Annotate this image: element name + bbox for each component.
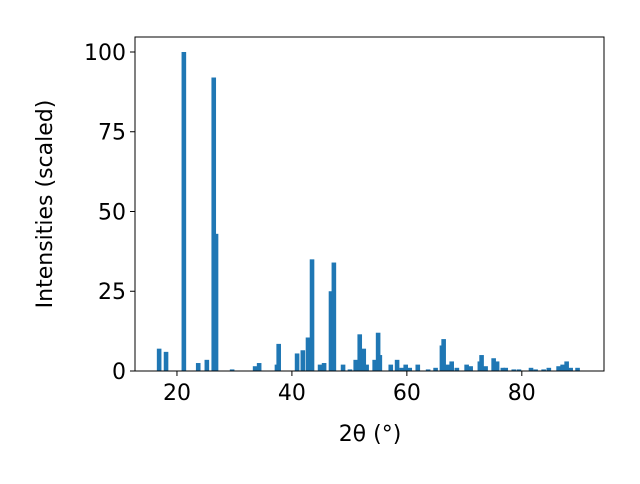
bar xyxy=(575,367,580,371)
bar xyxy=(156,348,162,371)
bar xyxy=(353,359,359,371)
bar xyxy=(195,363,201,371)
bar xyxy=(403,364,409,371)
bar xyxy=(500,367,506,371)
bar xyxy=(211,77,217,371)
y-tick-label: 100 xyxy=(84,41,126,66)
bar xyxy=(213,233,219,371)
bar xyxy=(377,355,383,371)
bar xyxy=(454,367,460,371)
bar xyxy=(425,369,431,371)
bar xyxy=(407,367,413,371)
bar xyxy=(516,369,522,371)
bar xyxy=(449,361,454,371)
bar xyxy=(483,366,488,371)
x-axis-label: 2θ (°) xyxy=(339,422,402,447)
bar xyxy=(204,359,210,371)
bar xyxy=(305,337,311,371)
bar xyxy=(560,364,565,371)
bar xyxy=(181,51,187,371)
plot-frame xyxy=(134,36,605,372)
bar xyxy=(300,350,306,371)
bar xyxy=(375,332,381,371)
bar xyxy=(511,369,517,371)
bar xyxy=(347,369,353,371)
y-tick-label: 50 xyxy=(98,200,126,225)
bar xyxy=(163,351,169,371)
bar xyxy=(533,369,538,371)
y-tick-label: 75 xyxy=(98,121,126,146)
bar xyxy=(357,334,363,371)
bar xyxy=(568,367,573,371)
bar xyxy=(372,359,377,371)
y-axis-label: Intensities (scaled) xyxy=(33,100,58,309)
bar xyxy=(479,355,484,371)
bar xyxy=(309,259,315,371)
bar xyxy=(321,363,327,371)
bar xyxy=(415,364,421,371)
bar xyxy=(331,262,337,371)
x-tick-label: 80 xyxy=(508,381,536,406)
bar xyxy=(328,291,334,371)
bar xyxy=(433,367,438,371)
bar xyxy=(503,367,509,371)
x-tick-label: 20 xyxy=(163,381,191,406)
bar xyxy=(528,367,534,371)
x-tick-label: 40 xyxy=(278,381,306,406)
y-tick-label: 25 xyxy=(98,280,126,305)
bar xyxy=(229,369,235,371)
y-tick-label: 0 xyxy=(112,360,126,385)
bar xyxy=(276,343,281,371)
bar xyxy=(361,348,367,371)
x-tick-label: 60 xyxy=(393,381,421,406)
bar xyxy=(491,358,496,371)
bar xyxy=(364,364,369,371)
bar xyxy=(317,364,323,371)
bar xyxy=(541,369,546,371)
bar xyxy=(441,339,446,371)
bar xyxy=(252,366,258,371)
bar xyxy=(340,364,346,371)
bar xyxy=(294,353,300,371)
bar xyxy=(556,366,561,371)
bar xyxy=(445,364,450,371)
bar xyxy=(546,367,552,371)
bar xyxy=(388,364,394,371)
bar xyxy=(494,361,500,371)
bar xyxy=(399,367,404,371)
bar xyxy=(564,361,569,371)
bar xyxy=(464,364,469,371)
bar xyxy=(394,359,400,371)
bar xyxy=(468,366,473,371)
bar xyxy=(256,363,262,371)
